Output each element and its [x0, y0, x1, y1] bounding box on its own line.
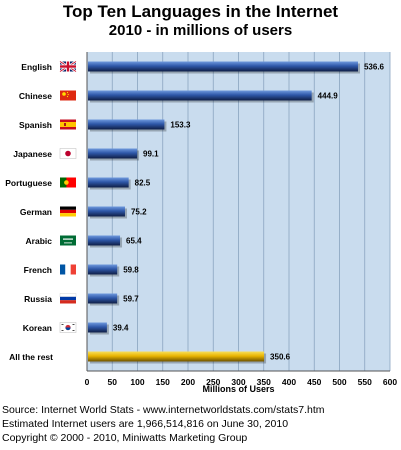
x-tick-label: 0 [85, 377, 90, 387]
value-label: 350.6 [270, 353, 291, 362]
category-label: French [24, 265, 52, 275]
category-label: Chinese [19, 91, 52, 101]
bar-korean [88, 322, 107, 333]
south-korea-flag-icon [59, 322, 77, 333]
bar-russia [88, 293, 118, 304]
footer-estimate: Estimated Internet users are 1,966,514,8… [2, 418, 289, 430]
value-label: 75.2 [131, 208, 147, 217]
portugal-flag-icon [60, 177, 76, 188]
china-flag-icon [60, 90, 76, 101]
bar-english [88, 61, 358, 72]
x-tick-label: 100 [130, 377, 144, 387]
russia-flag-icon [59, 293, 77, 304]
spain-flag-icon [60, 119, 76, 130]
category-label: German [20, 207, 52, 217]
japan-flag-icon [59, 148, 77, 159]
x-tick-label: 150 [156, 377, 170, 387]
uk-flag-icon [59, 60, 77, 73]
category-label: All the rest [9, 352, 53, 362]
value-label: 153.3 [170, 121, 191, 130]
value-label: 536.6 [364, 63, 385, 72]
x-tick-label: 500 [332, 377, 346, 387]
saudi-arabia-flag-icon [60, 235, 76, 246]
footer-copyright: Copyright © 2000 - 2010, Miniwatts Marke… [2, 432, 248, 444]
x-tick-label: 550 [358, 377, 372, 387]
category-label: Spanish [19, 120, 52, 130]
bar-portuguese [88, 177, 129, 188]
value-label: 99.1 [143, 150, 159, 159]
value-label: 65.4 [126, 237, 142, 246]
x-tick-label: 450 [307, 377, 321, 387]
x-tick-label: 200 [181, 377, 195, 387]
bar-french [88, 264, 118, 275]
bar-arabic [88, 235, 121, 246]
category-label: Korean [23, 323, 52, 333]
value-label: 444.9 [318, 92, 339, 101]
x-axis-title: Millions of Users [202, 384, 274, 394]
x-tick-label: 250 [206, 377, 220, 387]
category-label: Portuguese [5, 178, 52, 188]
bar-chinese [88, 90, 312, 101]
germany-flag-icon [60, 206, 76, 217]
category-label: Japanese [13, 149, 52, 159]
value-label: 59.8 [123, 266, 139, 275]
bar-all-the-rest [88, 351, 265, 362]
x-tick-label: 600 [383, 377, 397, 387]
category-label: English [21, 62, 52, 72]
chart-title: Top Ten Languages in the Internet [62, 2, 339, 21]
x-tick-label: 50 [108, 377, 118, 387]
value-label: 39.4 [113, 324, 129, 333]
category-label: Arabic [26, 236, 53, 246]
x-tick-label: 350 [257, 377, 271, 387]
france-flag-icon [60, 264, 76, 275]
value-label: 59.7 [123, 295, 139, 304]
bar-german [88, 206, 125, 217]
bar-spanish [88, 119, 165, 130]
x-tick-label: 400 [282, 377, 296, 387]
chart-subtitle: 2010 - in millions of users [108, 22, 293, 39]
value-label: 82.5 [135, 179, 151, 188]
footer-source: Source: Internet World Stats - www.inter… [2, 404, 325, 416]
bar-japanese [88, 148, 138, 159]
category-label: Russia [24, 294, 52, 304]
x-tick-label: 300 [231, 377, 245, 387]
